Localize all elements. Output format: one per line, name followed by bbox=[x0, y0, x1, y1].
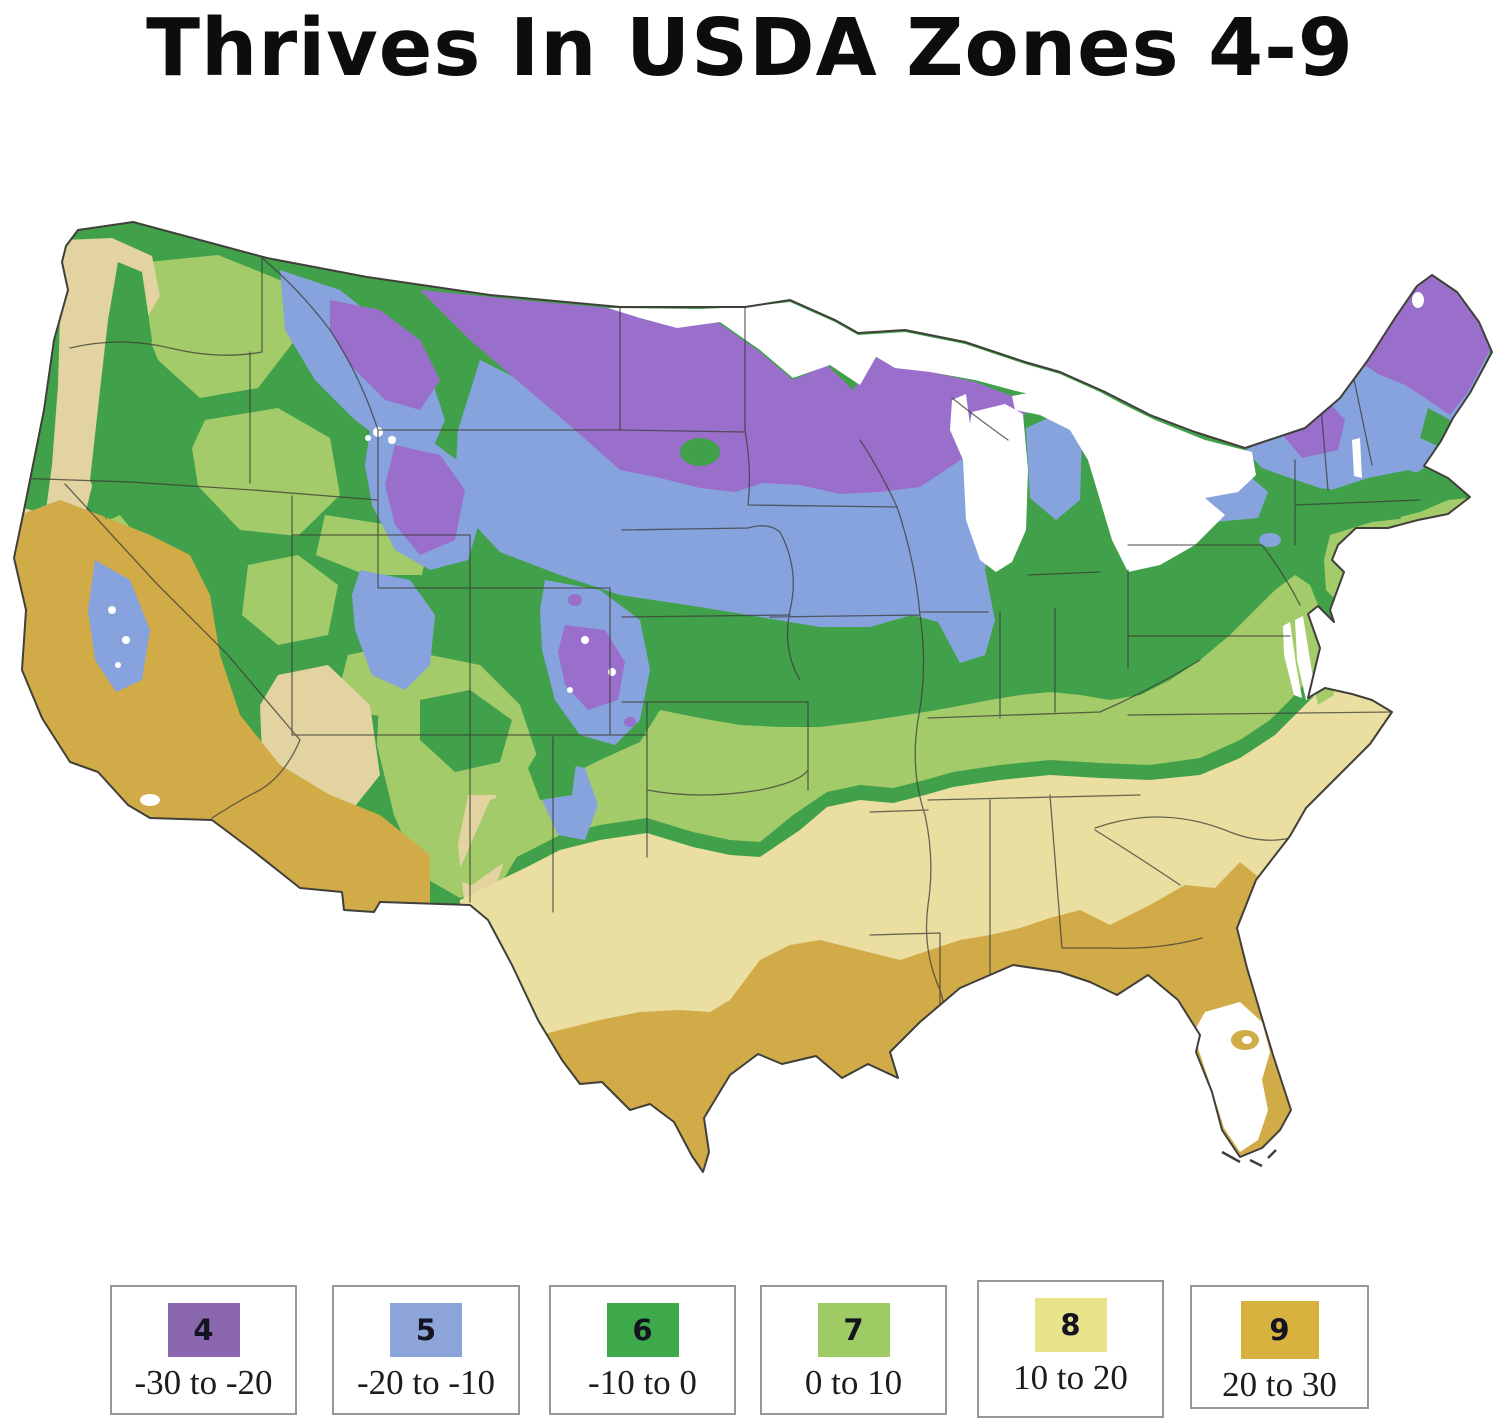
legend-item-zone-5: 5 -20 to -10 bbox=[332, 1285, 520, 1415]
zone-7-number: 7 bbox=[843, 1313, 864, 1347]
zone-4-number: 4 bbox=[193, 1313, 214, 1347]
zone-5-temp-range: -20 to -10 bbox=[356, 1363, 496, 1402]
legend-item-zone-6: 6 -10 to 0 bbox=[549, 1285, 736, 1415]
zone-7-color-swatch: 7 bbox=[817, 1303, 890, 1357]
legend-item-zone-8: 8 10 to 20 bbox=[977, 1280, 1164, 1418]
page-title: Thrives In USDA Zones 4-9 bbox=[146, 2, 1354, 94]
zone-7-temp-range: 0 to 10 bbox=[804, 1363, 903, 1402]
zone-6-color-swatch: 6 bbox=[606, 1303, 679, 1357]
zone-8-color-swatch: 8 bbox=[1034, 1298, 1107, 1352]
great-lakes-water bbox=[858, 332, 1362, 700]
zone-8-number: 8 bbox=[1060, 1308, 1081, 1342]
zone-5-number: 5 bbox=[415, 1313, 437, 1347]
zone-4-color-swatch: 4 bbox=[167, 1303, 240, 1357]
zone-5-color-swatch: 5 bbox=[390, 1303, 462, 1357]
legend-item-zone-7: 7 0 to 10 bbox=[760, 1285, 947, 1415]
legend-item-zone-9: 9 20 to 30 bbox=[1190, 1285, 1369, 1409]
zone-8-temp-range: 10 to 20 bbox=[1013, 1358, 1128, 1397]
zone-6-number: 6 bbox=[632, 1313, 653, 1347]
state-borders bbox=[14, 257, 1421, 1051]
legend-item-zone-4: 4 -30 to -20 bbox=[110, 1285, 297, 1415]
okeechobee-water bbox=[1242, 1036, 1252, 1044]
zone-9-temp-range: 20 to 30 bbox=[1222, 1365, 1337, 1404]
zone-9-color-swatch: 9 bbox=[1240, 1301, 1319, 1359]
zone-4-temp-range: -30 to -20 bbox=[134, 1363, 273, 1402]
zone-6-accent-regions bbox=[90, 262, 1450, 800]
zone-9-number: 9 bbox=[1269, 1313, 1290, 1347]
zone-6-temp-range: -10 to 0 bbox=[588, 1363, 697, 1402]
country-outline bbox=[13, 221, 1493, 1173]
zone-4-regions bbox=[330, 276, 1490, 727]
